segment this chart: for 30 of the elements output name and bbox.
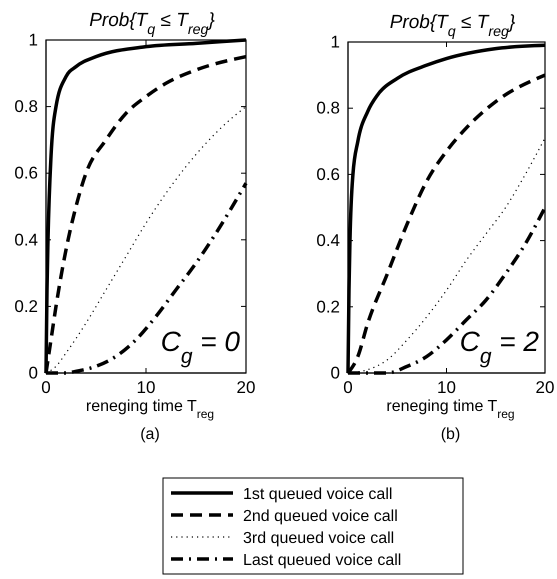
legend-label: 3rd queued voice call — [243, 530, 394, 547]
text: (a) — [140, 426, 160, 443]
x-tick-label: 0 — [343, 378, 353, 398]
annotation: C$_{g}$ = 2 — [460, 326, 540, 368]
y-tick-label: 0 — [28, 363, 38, 382]
y-tick-label: 0.2 — [316, 297, 340, 316]
y-tick-label: 0.2 — [14, 296, 38, 316]
y-tick-label: 1 — [28, 30, 38, 50]
y-tick-label: 0.8 — [316, 98, 340, 118]
y-tick-label: 0 — [330, 363, 340, 382]
chart-title: Prob{T$_{q}$ ≤ T$_{reg}$} — [89, 10, 216, 38]
chart-title: Prob{T$_{q}$ ≤ T$_{reg}$} — [390, 12, 516, 40]
y-tick-label: 0.6 — [316, 164, 340, 184]
y-tick-label: 0.4 — [14, 230, 38, 250]
y-tick-label: 1 — [330, 32, 340, 52]
legend-label: Last queued voice call — [243, 552, 402, 569]
text: (b) — [440, 426, 460, 443]
x-axis-title: reneging time T$_{reg}$ — [386, 398, 515, 421]
x-axis-title: reneging time T$_{reg}$ — [86, 398, 214, 421]
legend-label: 1st queued voice call — [243, 486, 392, 503]
y-tick-label: 0.8 — [14, 97, 38, 116]
annotation: C$_{g}$ = 0 — [160, 326, 240, 368]
x-tick-label: 20 — [536, 378, 554, 398]
x-tick-label: 20 — [236, 378, 256, 398]
legend-label: 2nd queued voice call — [243, 508, 398, 525]
x-tick-label: 10 — [437, 378, 456, 398]
x-tick-label: 10 — [136, 378, 156, 398]
y-tick-label: 0.6 — [14, 164, 38, 183]
y-tick-label: 0.4 — [316, 231, 340, 250]
x-tick-label: 0 — [41, 378, 51, 398]
